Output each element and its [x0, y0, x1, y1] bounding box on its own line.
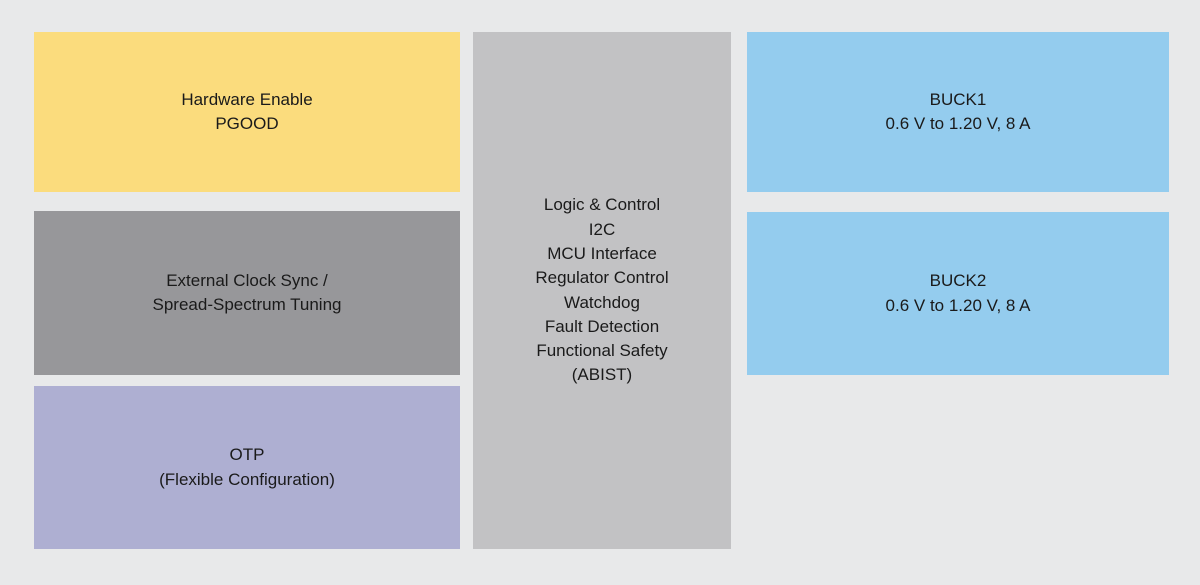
block-line: Hardware Enable — [181, 89, 313, 109]
block-line: Functional Safety — [536, 341, 668, 361]
block-line: BUCK2 — [929, 271, 987, 291]
block-line: 0.6 V to 1.20 V, 8 A — [885, 114, 1031, 133]
block-line: Fault Detection — [544, 316, 660, 336]
block-line: MCU Interface — [547, 243, 657, 263]
block-otp: OTP (Flexible Configuration) — [34, 386, 460, 549]
block-buck1: BUCK1 0.6 V to 1.20 V, 8 A — [747, 32, 1169, 192]
block-line: I2C — [588, 219, 616, 239]
block-line: PGOOD — [215, 114, 279, 133]
block-line: Spread-Spectrum Tuning — [152, 295, 342, 314]
block-line: (ABIST) — [571, 365, 633, 385]
block-line: 0.6 V to 1.20 V, 8 A — [885, 295, 1031, 315]
block-line: Logic & Control — [543, 195, 661, 215]
block-buck2: BUCK2 0.6 V to 1.20 V, 8 A — [747, 212, 1169, 375]
block-logic-and-control: Logic & Control I2C MCU Interface Regula… — [473, 32, 731, 549]
block-line: BUCK1 — [929, 89, 987, 109]
block-hardware-enable: Hardware Enable PGOOD — [34, 32, 460, 192]
block-line: External Clock Sync / — [166, 270, 328, 290]
block-line: Watchdog — [564, 292, 640, 312]
block-external-clock-sync: External Clock Sync / Spread-Spectrum Tu… — [34, 211, 460, 375]
block-line: Regulator Control — [535, 268, 669, 288]
block-line: OTP — [229, 445, 265, 465]
block-line: (Flexible Configuration) — [159, 469, 335, 489]
